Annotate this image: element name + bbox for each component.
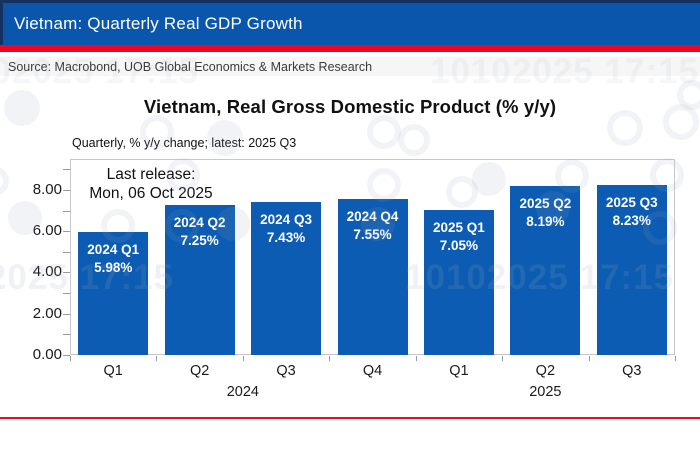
bar-value-label: 2024 Q2 7.25% xyxy=(173,215,226,249)
y-axis-tick xyxy=(63,231,70,233)
y-axis-tick-label: 4.00 xyxy=(32,263,62,281)
x-axis-tick xyxy=(415,356,417,361)
last-release-line2: Mon, 06 Oct 2025 xyxy=(89,185,213,202)
y-axis-tick xyxy=(63,169,70,171)
bar-2024-Q3: 2024 Q3 7.43% xyxy=(251,201,322,355)
bar-2024-Q4: 2024 Q4 7.55% xyxy=(337,199,408,355)
y-axis-tick xyxy=(63,272,70,274)
x-axis-label: Q4 xyxy=(362,363,383,379)
x-axis-tick xyxy=(70,356,71,361)
bar-value-label: 2025 Q2 8.19% xyxy=(519,196,572,230)
y-axis-tick xyxy=(63,189,70,191)
bar-value-label: 2024 Q4 7.55% xyxy=(346,209,399,243)
header-title: Vietnam: Quarterly Real GDP Growth xyxy=(14,14,303,33)
y-axis-tick xyxy=(63,334,70,336)
y-axis-tick xyxy=(63,210,70,212)
last-release-line1: Last release: xyxy=(106,166,196,183)
chart-subtitle: Quarterly, % y/y change; latest: 2025 Q3 xyxy=(72,136,297,150)
footer-red-divider xyxy=(0,417,700,419)
source-band xyxy=(0,57,700,76)
x-axis-label: Q1 xyxy=(103,363,123,379)
bar-2025-Q2: 2025 Q2 8.19% xyxy=(510,186,581,355)
x-axis-label: Q3 xyxy=(276,363,296,379)
x-axis-tick xyxy=(156,356,158,361)
x-axis-tick xyxy=(242,356,244,361)
x-axis-label: Q1 xyxy=(449,363,469,379)
x-axis-label: Q2 xyxy=(535,363,556,379)
y-axis-tick-label: 0.00 xyxy=(32,346,62,363)
x-axis-tick xyxy=(588,356,590,361)
x-axis-tick xyxy=(329,356,331,361)
y-axis-tick-label: 2.00 xyxy=(32,304,62,322)
bar-2024-Q1: 2024 Q1 5.98% xyxy=(78,231,149,355)
bar-value-label: 2025 Q1 7.05% xyxy=(433,219,485,253)
x-axis-tick xyxy=(675,356,676,361)
x-axis-year-label: 2024 xyxy=(226,384,259,400)
y-axis-tick xyxy=(63,293,70,295)
window-header: Vietnam: Quarterly Real GDP Growth xyxy=(0,0,700,45)
bar-2025-Q1: 2025 Q1 7.05% xyxy=(423,209,494,355)
bar-2024-Q2: 2024 Q2 7.25% xyxy=(164,205,235,355)
source-text: Source: Macrobond, UOB Global Economics … xyxy=(8,60,373,74)
y-axis-tick xyxy=(63,355,70,356)
bar-2025-Q3: 2025 Q3 8.23% xyxy=(596,185,667,355)
y-axis-tick-label: 8.00 xyxy=(32,180,62,198)
y-axis-tick-label: 6.00 xyxy=(32,222,62,240)
bar-value-label: 2024 Q3 7.43% xyxy=(260,211,312,245)
last-release-annotation: Last release: Mon, 06 Oct 2025 xyxy=(82,165,220,203)
header-red-divider xyxy=(0,45,700,52)
x-axis-tick xyxy=(502,356,504,361)
bar-value-label: 2024 Q1 5.98% xyxy=(87,241,140,275)
x-axis-label: Q3 xyxy=(622,363,642,379)
y-axis-tick xyxy=(63,251,70,253)
chart-title: Vietnam, Real Gross Domestic Product (% … xyxy=(143,96,557,117)
bar-value-label: 2025 Q3 8.23% xyxy=(605,195,658,229)
x-axis-label: Q2 xyxy=(189,363,210,379)
x-axis-year-label: 2025 xyxy=(529,384,562,400)
y-axis-tick xyxy=(63,313,70,315)
